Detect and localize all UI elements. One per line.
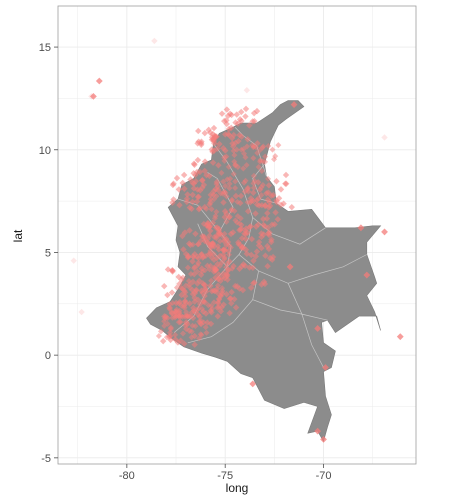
y-axis-title: lat xyxy=(11,229,25,242)
x-tick-label: -80 xyxy=(119,470,135,482)
y-tick-label: 10 xyxy=(39,145,51,157)
x-axis-title: long xyxy=(226,481,249,495)
y-tick-label: 5 xyxy=(45,247,51,259)
y-tick-label: -5 xyxy=(41,453,51,465)
y-tick-label: 15 xyxy=(39,42,51,54)
x-tick-label: -70 xyxy=(316,470,332,482)
y-tick-label: 0 xyxy=(45,350,51,362)
